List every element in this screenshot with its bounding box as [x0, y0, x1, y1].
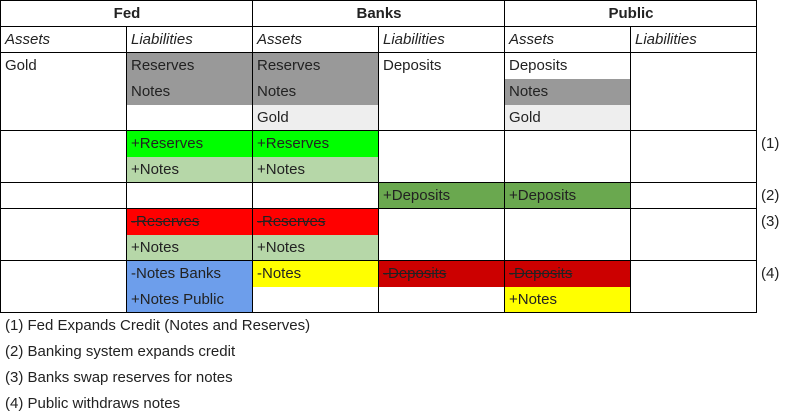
fed-liab-notes: Notes: [127, 79, 253, 105]
s4-public-deposits: -Deposits: [505, 261, 631, 287]
s3-fed-notes: +Notes: [127, 235, 253, 261]
subheader-banks-assets: Assets: [257, 31, 303, 48]
public-asset-deposits: Deposits: [509, 57, 568, 74]
public-asset-notes: Notes: [505, 79, 631, 105]
banks-asset-reserves: Reserves: [253, 53, 379, 79]
s2-banks-deposits: +Deposits: [379, 183, 505, 209]
s4-fed-notes-banks: -Notes Banks: [131, 265, 222, 282]
footnote-3: (3) Banks swap reserves for notes: [5, 369, 233, 386]
banks-liab-deposits: Deposits: [383, 57, 442, 74]
marker-4: (4): [761, 265, 780, 282]
header-fed: Fed: [113, 5, 141, 22]
public-asset-gold: Gold: [505, 105, 631, 131]
s1-banks-reserves: +Reserves: [253, 131, 379, 157]
s3-banks-notes: +Notes: [253, 235, 379, 261]
subheader-banks-liabilities: Liabilities: [383, 31, 445, 48]
subheader-fed-liabilities: Liabilities: [131, 31, 193, 48]
footnote-2: (2) Banking system expands credit: [5, 343, 236, 360]
subheader-fed-assets: Assets: [5, 31, 51, 48]
subheader-public-assets: Assets: [509, 31, 555, 48]
banks-asset-gold: Gold: [253, 105, 379, 131]
footnote-4: (4) Public withdraws notes: [5, 395, 181, 412]
s1-banks-notes: +Notes: [253, 157, 379, 183]
s3-banks-reserves: -Reserves: [253, 209, 379, 235]
header-banks: Banks: [356, 5, 402, 22]
marker-2: (2): [761, 187, 780, 204]
header-public: Public: [608, 5, 654, 22]
banks-asset-notes: Notes: [253, 79, 379, 105]
s4-public-notes: +Notes: [505, 287, 631, 313]
s1-fed-notes: +Notes: [127, 157, 253, 183]
s3-fed-reserves: -Reserves: [127, 209, 253, 235]
fed-asset-gold: Gold: [5, 57, 37, 74]
s4-banks-notes: -Notes: [253, 261, 379, 287]
s2-public-deposits: +Deposits: [505, 183, 631, 209]
subheader-public-liabilities: Liabilities: [635, 31, 697, 48]
s4-fed-notes-bg: [127, 261, 253, 313]
s1-fed-reserves: +Reserves: [127, 131, 253, 157]
s4-banks-deposits: -Deposits: [379, 261, 505, 287]
s4-fed-notes-public: +Notes Public: [131, 291, 224, 308]
footnote-1: (1) Fed Expands Credit (Notes and Reserv…: [5, 317, 311, 334]
fed-liab-reserves: Reserves: [127, 53, 253, 79]
marker-3: (3): [761, 213, 780, 230]
marker-1: (1): [761, 135, 780, 152]
